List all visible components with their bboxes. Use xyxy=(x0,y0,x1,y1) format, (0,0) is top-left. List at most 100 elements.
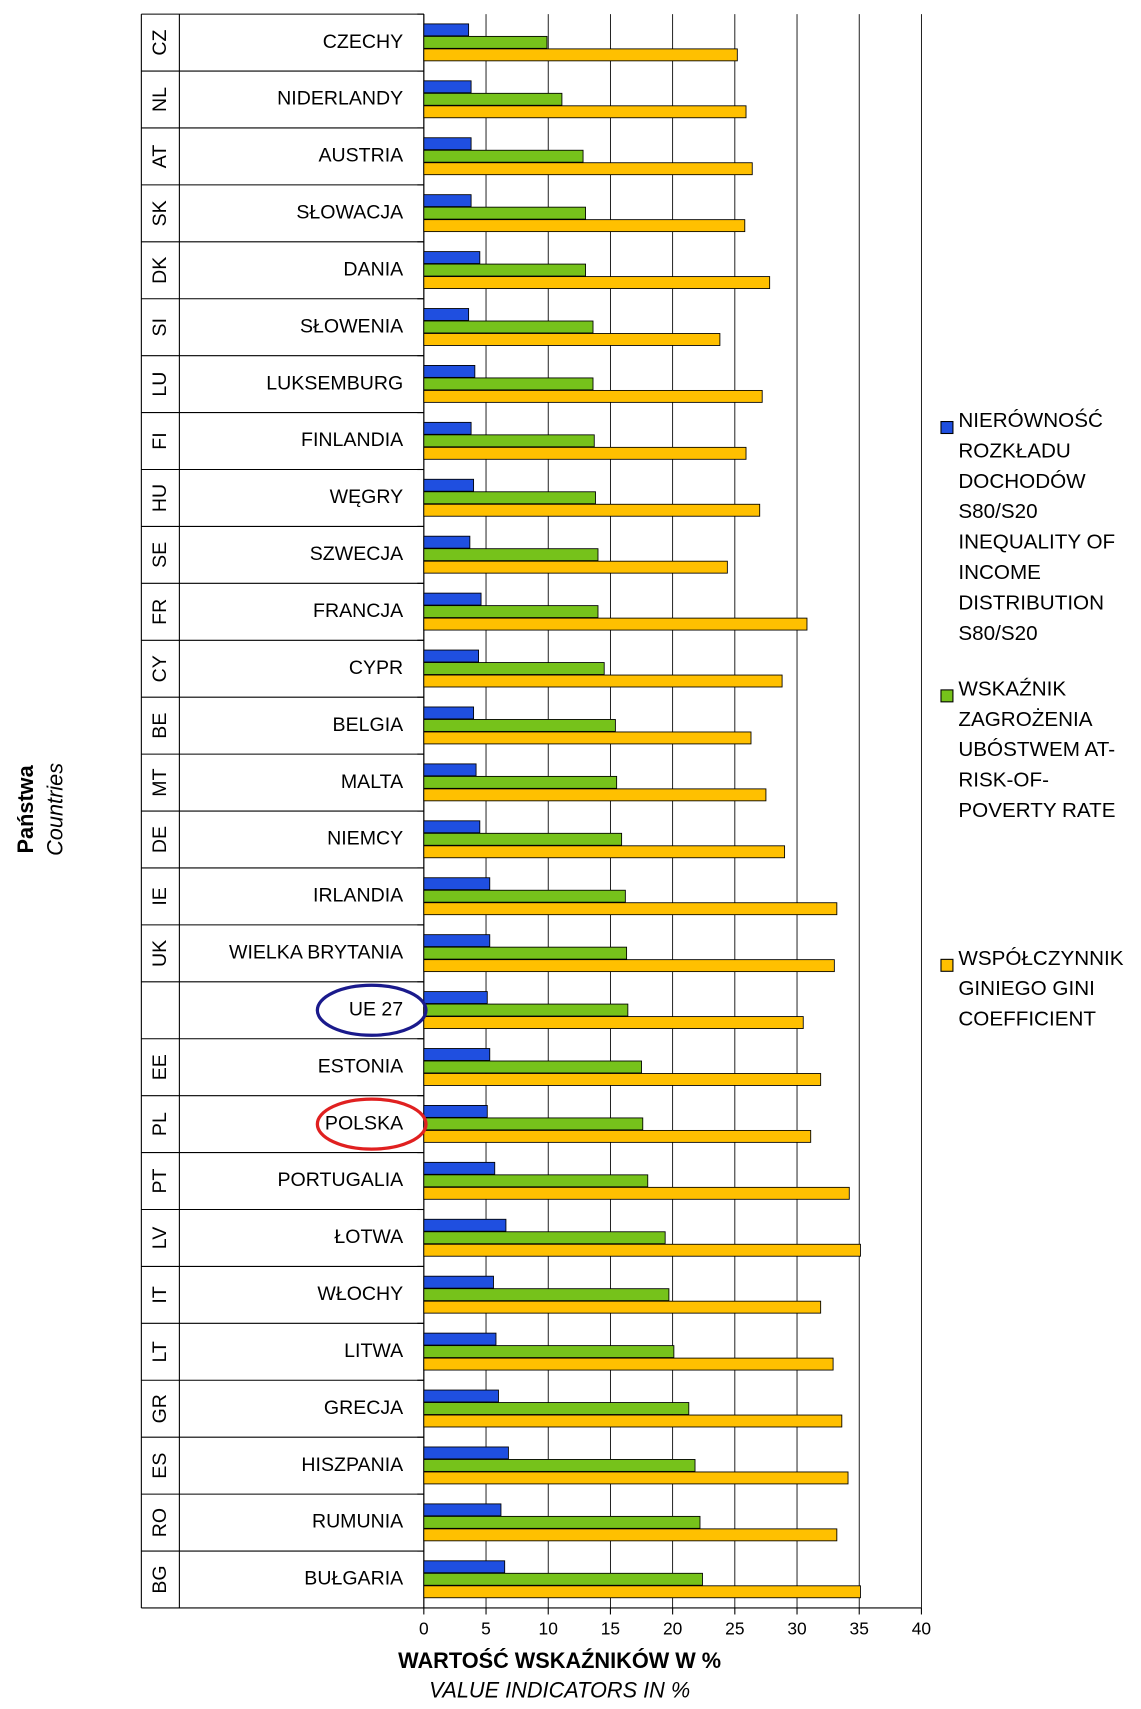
bar xyxy=(423,889,626,903)
bar xyxy=(423,1585,861,1599)
x-tick-label: 15 xyxy=(601,1618,620,1638)
bar xyxy=(423,320,594,334)
bar xyxy=(423,1345,675,1359)
legend-swatch xyxy=(940,421,954,435)
y-tick-label: GRECJA xyxy=(324,1397,403,1419)
y-tick-label: SZWECJA xyxy=(310,543,403,565)
bar xyxy=(423,1414,843,1428)
country-code: RO xyxy=(149,1508,171,1537)
country-code: FR xyxy=(149,599,171,625)
bar xyxy=(423,1016,804,1029)
bar xyxy=(423,877,491,891)
legend-label: WSKAŹNIK ZAGROŻENIA UBÓSTWEM AT-RISK-OF-… xyxy=(958,677,1116,823)
bar xyxy=(423,1129,812,1143)
bar xyxy=(423,1288,670,1302)
country-code: BG xyxy=(149,1565,171,1593)
y-tick-label: ŁOTWA xyxy=(334,1226,403,1248)
bar xyxy=(423,1218,507,1232)
bar xyxy=(423,1060,642,1074)
bar xyxy=(423,1117,644,1131)
country-code: DK xyxy=(149,257,171,284)
bar xyxy=(423,731,752,745)
bar xyxy=(423,377,594,391)
bar xyxy=(423,219,746,233)
bar xyxy=(423,1389,499,1403)
bar xyxy=(423,775,618,789)
bar xyxy=(423,560,728,574)
country-code: CZ xyxy=(149,30,171,56)
y-tick-label: CYPR xyxy=(349,657,403,679)
country-code: SE xyxy=(149,542,171,568)
legend-item: WSPÓŁCZYNNIK GINIEGO GINI COEFFICIENT xyxy=(958,947,1123,1031)
x-axis-title: WARTOŚĆ WSKAŹNIKÓW W % xyxy=(398,1648,721,1673)
country-code: SK xyxy=(149,200,171,226)
bar xyxy=(423,902,838,916)
highlight xyxy=(315,1097,428,1151)
x-axis-subtitle: VALUE INDICATORS IN % xyxy=(429,1677,690,1702)
bar xyxy=(423,1503,502,1517)
x-tick-label: 35 xyxy=(850,1618,869,1638)
country-code: LV xyxy=(149,1227,171,1249)
bar xyxy=(423,1459,696,1472)
bar xyxy=(423,1003,629,1017)
legend-swatch xyxy=(940,689,954,703)
bar xyxy=(423,1048,491,1061)
bar xyxy=(423,276,771,289)
bar xyxy=(423,1300,822,1314)
y-tick-label: LITWA xyxy=(344,1340,403,1362)
y-tick-label: MALTA xyxy=(341,771,403,793)
x-tick-label: 20 xyxy=(663,1618,682,1638)
y-tick-label: LUKSEMBURG xyxy=(266,372,403,394)
bar xyxy=(423,1446,509,1460)
bar xyxy=(423,719,616,732)
bar xyxy=(423,946,628,960)
bar xyxy=(423,1572,703,1586)
bar xyxy=(423,389,763,403)
country-code: GR xyxy=(149,1394,171,1423)
country-code: PT xyxy=(149,1168,171,1193)
bar xyxy=(423,706,475,720)
y-tick-label: ESTONIA xyxy=(318,1055,403,1077)
bar xyxy=(423,35,548,49)
bar xyxy=(423,1243,861,1257)
bar xyxy=(423,137,472,151)
bar xyxy=(423,308,470,321)
bar xyxy=(423,1471,849,1485)
country-code: CY xyxy=(149,655,171,682)
country-code: PL xyxy=(149,1112,171,1136)
bar xyxy=(423,149,584,163)
y-tick-label: WĘGRY xyxy=(330,486,404,508)
y-tick-label: HISZPANIA xyxy=(301,1454,403,1476)
y-tick-label: FINLANDIA xyxy=(301,429,403,451)
bar xyxy=(423,80,472,94)
bar xyxy=(423,674,783,688)
country-code: IE xyxy=(149,887,171,905)
country-code: ES xyxy=(149,1453,171,1479)
bar xyxy=(423,934,491,948)
bar xyxy=(423,832,623,846)
bar xyxy=(423,820,481,834)
country-code: SI xyxy=(149,318,171,336)
bar xyxy=(423,1357,834,1371)
y-tick-label: POLSKA xyxy=(325,1112,403,1134)
bar xyxy=(423,365,476,378)
x-tick-label: 0 xyxy=(419,1618,429,1638)
country-code: EE xyxy=(149,1054,171,1080)
country-code: BE xyxy=(149,713,171,739)
legend-item: NIERÓWNOŚĆ ROZKŁADU DOCHODÓW S80/S20 INE… xyxy=(958,410,1115,646)
y-tick-label: NIDERLANDY xyxy=(277,88,403,110)
x-tick-label: 25 xyxy=(725,1618,744,1638)
bar xyxy=(423,194,472,208)
y-tick-label: UE 27 xyxy=(349,998,403,1020)
bar xyxy=(423,1161,496,1175)
bar xyxy=(423,605,599,619)
bar xyxy=(423,263,586,277)
y-tick-label: DANIA xyxy=(343,258,403,280)
y-tick-label: AUSTRIA xyxy=(318,145,403,167)
bar xyxy=(423,1275,494,1289)
y-tick-label: BUŁGARIA xyxy=(304,1568,403,1590)
country-code: UK xyxy=(149,940,171,967)
x-tick-label: 30 xyxy=(787,1618,806,1638)
y-tick-label: WIELKA BRYTANIA xyxy=(229,942,403,964)
